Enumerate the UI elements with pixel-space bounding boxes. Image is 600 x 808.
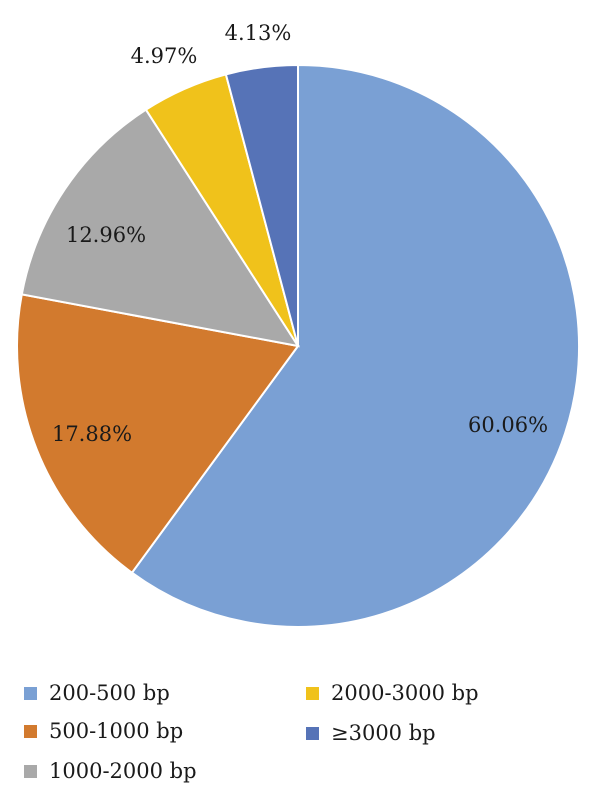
legend-label-3000-plus: ≥3000 bp bbox=[331, 721, 436, 745]
pie-data-labels: 60.06% 17.88% 12.96% 4.97% 4.13% bbox=[52, 21, 548, 446]
legend-label-200-500: 200-500 bp bbox=[49, 681, 170, 705]
pie-slice-500-1000 bbox=[16, 293, 300, 575]
data-label-3000-plus: 4.13% bbox=[225, 21, 292, 45]
pie-slice-3000-plus bbox=[224, 63, 299, 347]
pie-slice-1000-2000 bbox=[20, 108, 301, 348]
legend-swatch-2000-3000 bbox=[306, 686, 319, 700]
legend-swatch-1000-2000 bbox=[24, 764, 37, 778]
legend-swatch-500-1000 bbox=[24, 724, 37, 738]
pie-chart: 60.06% 17.88% 12.96% 4.97% 4.13% bbox=[16, 21, 580, 628]
pie-slices bbox=[16, 63, 580, 628]
data-label-200-500: 60.06% bbox=[468, 413, 548, 437]
legend-item-1000-2000: 1000-2000 bp bbox=[24, 756, 197, 786]
legend-item-2000-3000: 2000-3000 bp bbox=[306, 678, 479, 708]
data-label-2000-3000: 4.97% bbox=[131, 44, 198, 68]
legend-label-1000-2000: 1000-2000 bp bbox=[49, 759, 197, 783]
pie-slice-200-500 bbox=[130, 63, 580, 628]
data-label-1000-2000: 12.96% bbox=[66, 223, 146, 247]
legend-label-2000-3000: 2000-3000 bp bbox=[331, 681, 479, 705]
legend-item-200-500: 200-500 bp bbox=[24, 678, 170, 708]
legend-swatch-200-500 bbox=[24, 686, 37, 700]
data-label-500-1000: 17.88% bbox=[52, 422, 132, 446]
legend-item-3000-plus: ≥3000 bp bbox=[306, 718, 436, 748]
legend-label-500-1000: 500-1000 bp bbox=[49, 719, 184, 743]
legend: 200-500 bp 500-1000 bp 1000-2000 bp 2000… bbox=[0, 670, 600, 800]
legend-swatch-3000-plus bbox=[306, 726, 319, 740]
legend-item-500-1000: 500-1000 bp bbox=[24, 716, 183, 746]
